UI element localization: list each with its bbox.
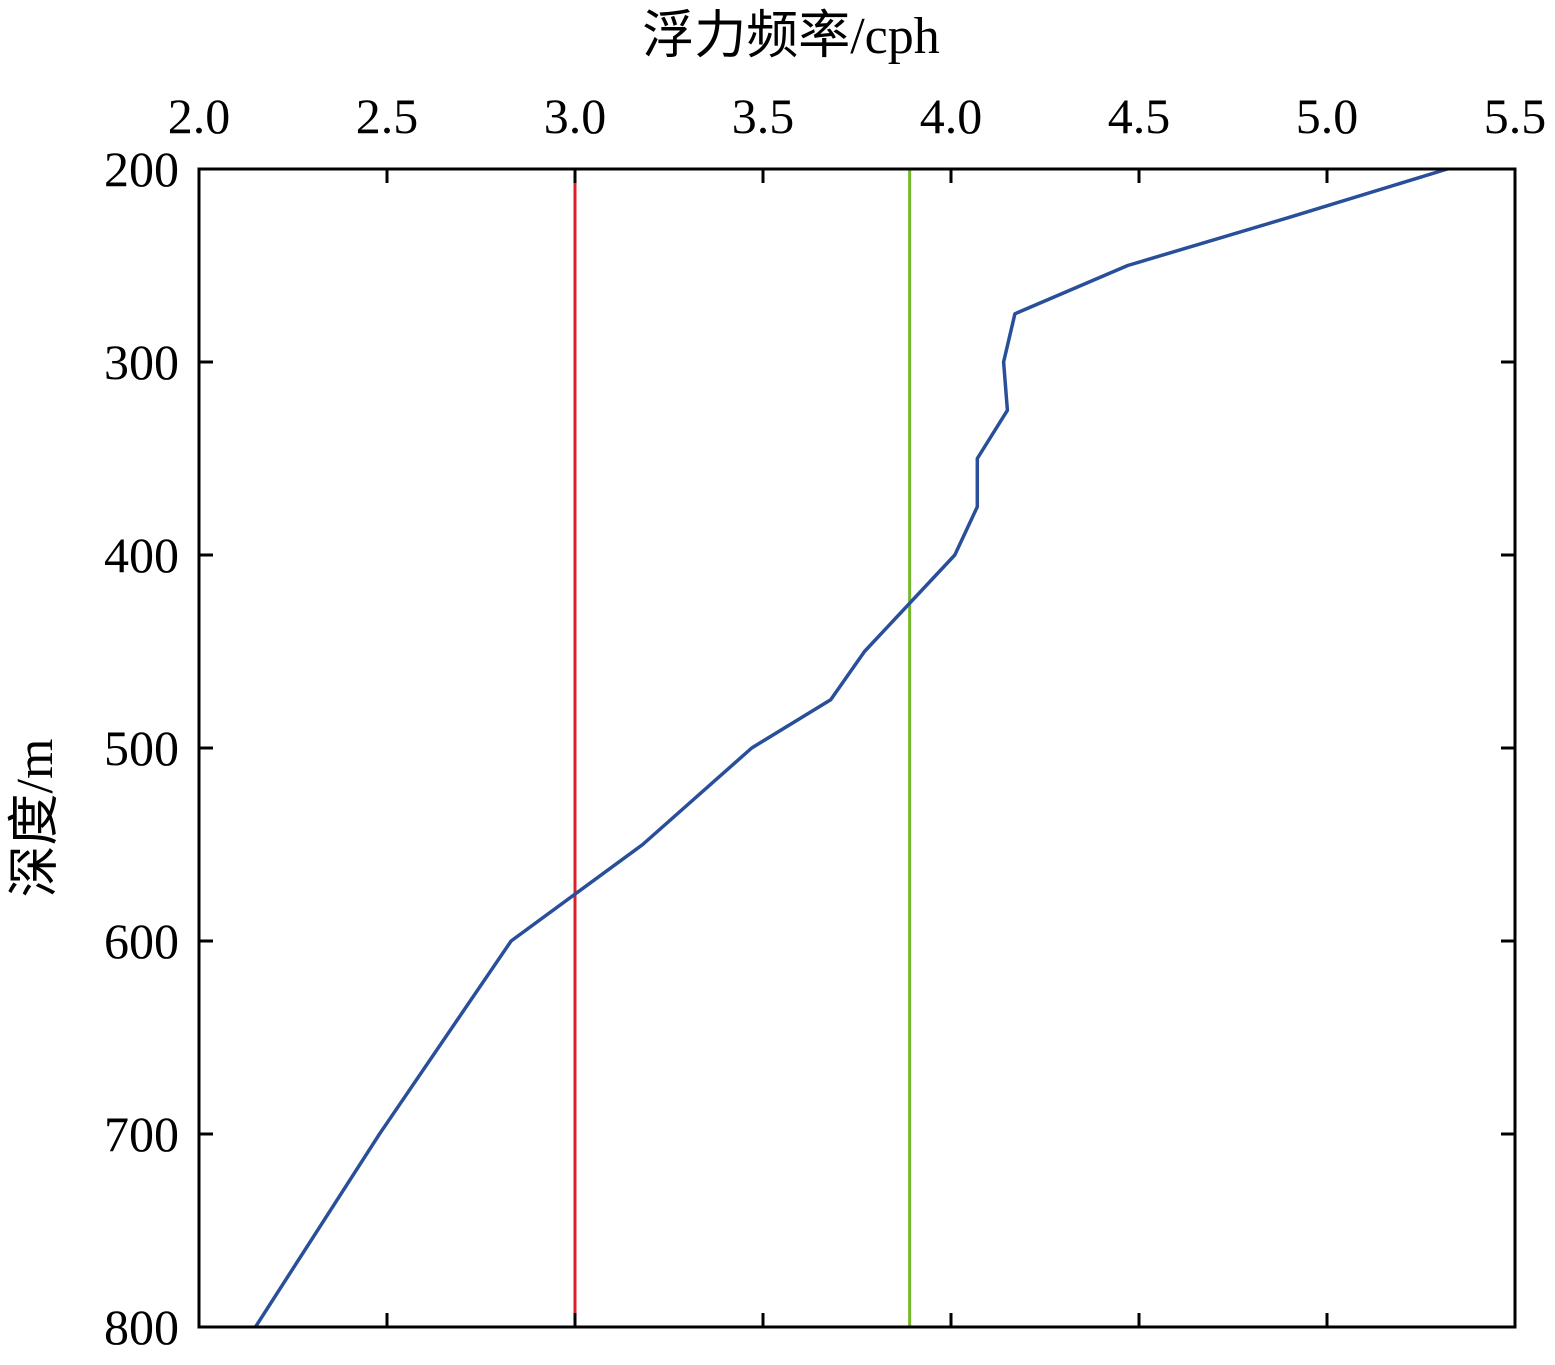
x-axis-title: 浮力频率/cph xyxy=(642,8,940,65)
y-tick-label: 800 xyxy=(104,1299,179,1355)
y-tick-label: 400 xyxy=(104,527,179,583)
x-tick-label: 2.0 xyxy=(168,88,231,144)
x-tick-label: 4.5 xyxy=(1108,88,1171,144)
series-line-1 xyxy=(253,167,1448,1328)
tick-labels: 2.0 2.5 3.0 3.5 4.0 4.5 5.0 5.5 200 300 400 500 600 7… xyxy=(104,88,1546,1355)
reference-lines xyxy=(573,169,912,1327)
y-tick-label: 700 xyxy=(104,1106,179,1162)
x-tick-label: 2.5 xyxy=(356,88,419,144)
x-tick-label: 4.0 xyxy=(920,88,983,144)
x-tick-label: 5.0 xyxy=(1296,88,1359,144)
axis-ticks xyxy=(197,167,1517,1329)
y-tick-label: 600 xyxy=(104,913,179,969)
y-axis-title: 深度/m xyxy=(7,739,64,898)
plot-frame xyxy=(197,167,1517,1329)
series-layer xyxy=(253,167,1448,1328)
x-tick-label: 3.5 xyxy=(732,88,795,144)
y-tick-label: 200 xyxy=(104,141,179,197)
x-tick-label: 5.5 xyxy=(1484,88,1547,144)
x-tick-label: 3.0 xyxy=(544,88,607,144)
y-tick-label: 500 xyxy=(104,720,179,776)
y-tick-label: 300 xyxy=(104,334,179,390)
